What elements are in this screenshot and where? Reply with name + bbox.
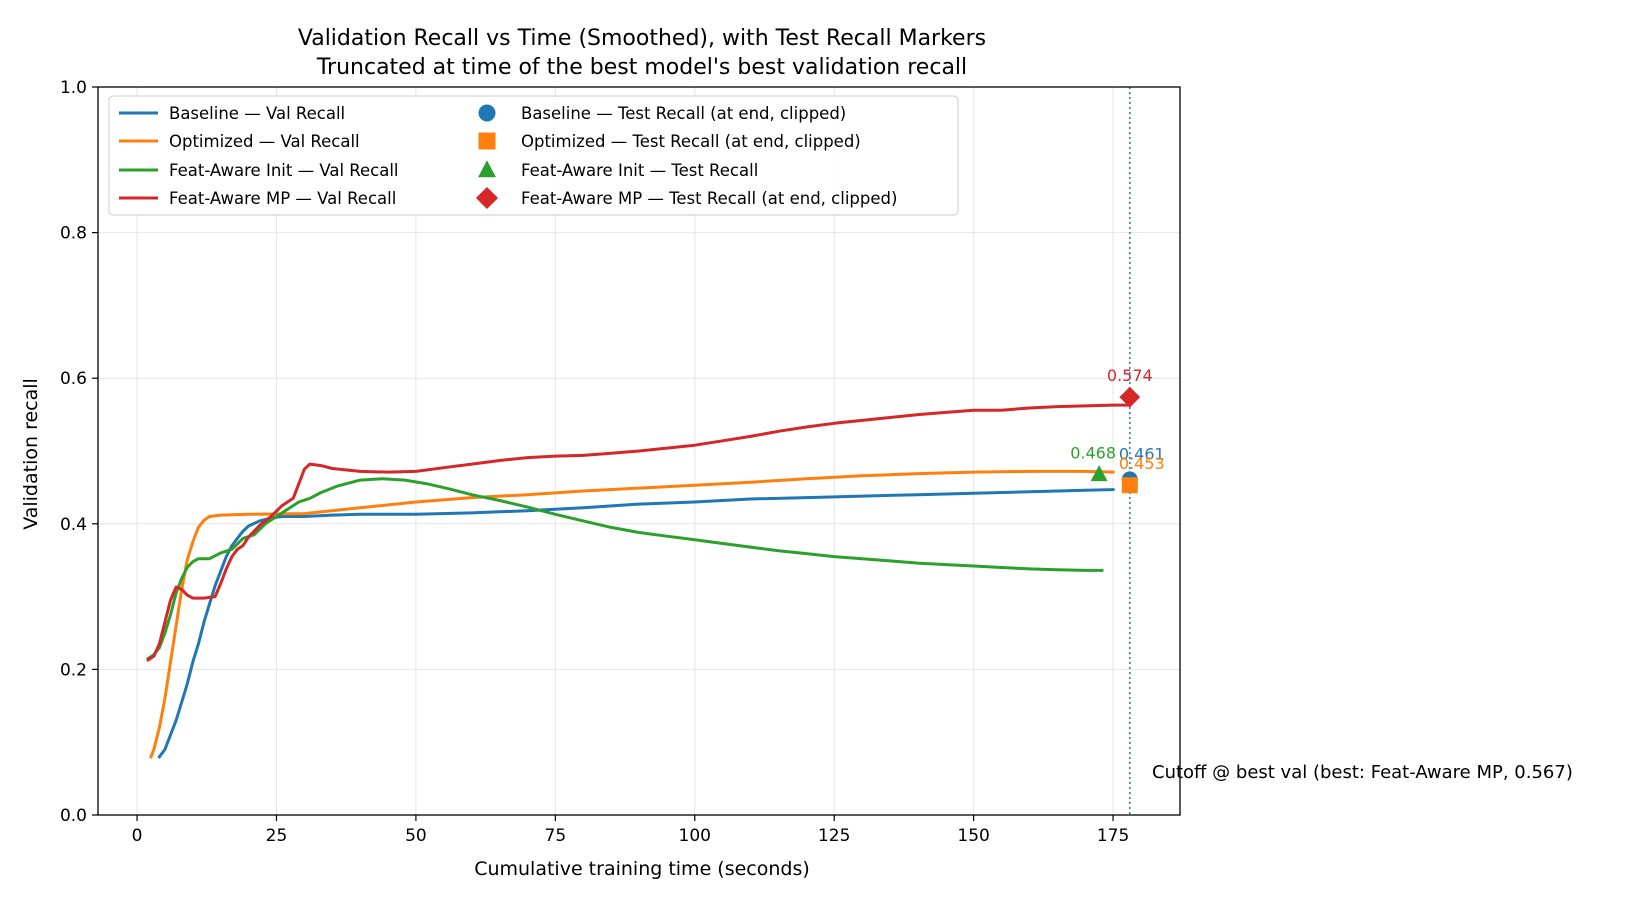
legend: Baseline — Val Recall Optimized — Val Rec… — [108, 95, 959, 216]
x-tick-label: 100 — [679, 826, 711, 846]
legend-entry-label: Baseline — Test Recall (at end, clipped) — [521, 104, 846, 123]
y-tick-label: 0.2 — [60, 660, 87, 680]
y-tick-label: 0.0 — [60, 806, 87, 826]
test-marker-value-label: 0.574 — [1107, 366, 1153, 385]
x-tick-label: 50 — [405, 826, 427, 846]
x-tick-label: 75 — [545, 826, 567, 846]
legend-marker-swatch — [478, 104, 496, 122]
cutoff-line-group: Cutoff @ best val (best: Feat-Aware MP, … — [1129, 87, 1573, 815]
legend-marker-swatch — [478, 132, 496, 150]
y-axis-label: Validation recall — [20, 378, 42, 530]
y-tick-label: 0.8 — [60, 224, 87, 244]
x-axis-label: Cumulative training time (seconds) — [474, 858, 810, 880]
y-tick-label: 0.4 — [60, 515, 87, 535]
test-marker-diamond — [1119, 386, 1141, 408]
legend-marker-swatch — [475, 186, 499, 210]
test-marker-value-label: 0.461 — [1119, 444, 1165, 463]
legend-entry-label: Feat-Aware Init — Val Recall — [169, 161, 399, 180]
legend-entry-label: Feat-Aware MP — Test Recall (at end, cli… — [521, 189, 897, 208]
y-tick-label: 1.0 — [60, 78, 87, 98]
y-tick-label: 0.6 — [60, 369, 87, 389]
legend-entry-label: Optimized — Val Recall — [169, 132, 360, 151]
plot-frame — [97, 86, 1181, 816]
axes — [92, 86, 1181, 821]
test-marker-triangle — [1090, 465, 1108, 482]
legend-entry-label: Feat-Aware Init — Test Recall — [521, 161, 758, 180]
legend-marker-swatch — [478, 160, 496, 178]
test-marker-value-label: 0.468 — [1070, 443, 1116, 462]
cutoff-label: Cutoff @ best val (best: Feat-Aware MP, … — [1152, 762, 1573, 783]
chart-subtitle: Truncated at time of the best model's be… — [316, 55, 967, 80]
series-line-3 — [146, 403, 1132, 662]
tick-labels: 0 25 50 75 100 125 150 175 0.0 0.2 0.4 0.6 0.8 1.0 — [60, 78, 1129, 846]
x-tick-label: 150 — [957, 826, 989, 846]
x-tick-label: 125 — [818, 826, 850, 846]
legend-box — [108, 95, 959, 216]
legend-entry-label: Optimized — Test Recall (at end, clipped… — [521, 132, 861, 151]
series-line-2 — [146, 477, 1104, 661]
test-marker-square — [1121, 477, 1138, 494]
x-tick-label: 175 — [1097, 826, 1129, 846]
series-lines — [146, 403, 1132, 759]
legend-entry-label: Feat-Aware MP — Val Recall — [169, 189, 396, 208]
x-tick-label: 0 — [132, 826, 143, 846]
x-tick-label: 25 — [266, 826, 288, 846]
chart-title: Validation Recall vs Time (Smoothed), wi… — [298, 26, 986, 51]
test-marker-value-label: 0.453 — [1119, 454, 1165, 473]
series-line-1 — [149, 469, 1115, 759]
legend-entry-label: Baseline — Val Recall — [169, 104, 345, 123]
